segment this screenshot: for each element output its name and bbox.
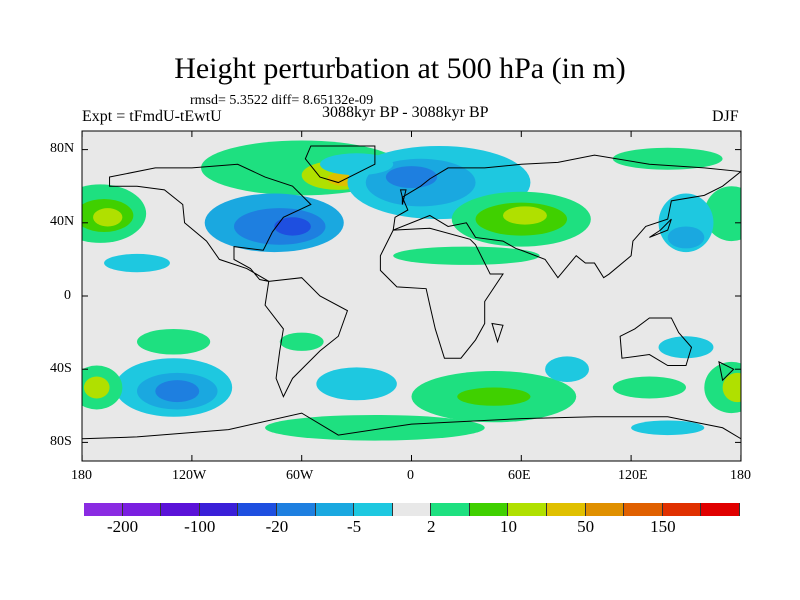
colorbar-swatch: [276, 503, 316, 516]
lon-tick-label: 120W: [172, 468, 207, 483]
colorbar-swatch: [547, 503, 586, 516]
experiment-label: Expt = tFmdU-tEwtU: [82, 108, 222, 125]
colorbar-label: 50: [577, 517, 595, 536]
lon-tick-label: 180: [730, 468, 751, 483]
contour-fields: [82, 140, 741, 441]
period-label: 3088kyr BP - 3088kyr BP: [322, 104, 489, 121]
colorbar-swatch: [469, 503, 509, 516]
lat-tick-label: 80N: [50, 141, 75, 156]
season-label: DJF: [712, 108, 739, 125]
colorbar-swatch: [585, 503, 625, 516]
lon-tick-label: 60E: [508, 468, 531, 483]
lat-tick-label: 40S: [50, 361, 72, 376]
lat-tick-label: 0: [64, 288, 71, 303]
colorbar-label: -200: [106, 517, 139, 536]
stats-label: rmsd= 5.3522 diff= 8.65132e-09: [190, 93, 374, 108]
colorbar-swatch: [392, 503, 432, 516]
colorbar-swatch: [624, 503, 663, 516]
colorbar-label: 150: [650, 517, 676, 536]
colorbar-swatch: [199, 503, 239, 516]
plot-title: Height perturbation at 500 hPa (in m): [174, 52, 626, 85]
colorbar-swatch: [161, 503, 200, 516]
lon-tick-label: 120E: [618, 468, 648, 483]
colorbar-swatch: [315, 503, 355, 516]
lon-tick-label: 60W: [286, 468, 314, 483]
colorbar-label: 10: [499, 517, 517, 536]
colorbar-label: -100: [184, 517, 216, 536]
colorbar-swatch: [508, 503, 548, 516]
colorbar-swatch: [431, 503, 470, 516]
colorbar-label: 2: [427, 517, 436, 536]
colorbar-swatch: [122, 503, 162, 516]
colorbar-label: -5: [347, 517, 362, 536]
colorbar-label: -20: [265, 517, 289, 536]
colorbar-swatch: [238, 503, 277, 516]
coastlines: [82, 146, 741, 439]
colorbar-swatch: [84, 503, 123, 516]
colorbar-swatch: [662, 503, 702, 516]
lat-tick-label: 40N: [50, 214, 75, 229]
lon-tick-label: 0: [407, 468, 414, 483]
lon-tick-label: 180: [71, 468, 92, 483]
lat-tick-label: 80S: [50, 434, 72, 449]
colorbar-swatch: [354, 503, 393, 516]
colorbar-swatch: [701, 503, 740, 516]
